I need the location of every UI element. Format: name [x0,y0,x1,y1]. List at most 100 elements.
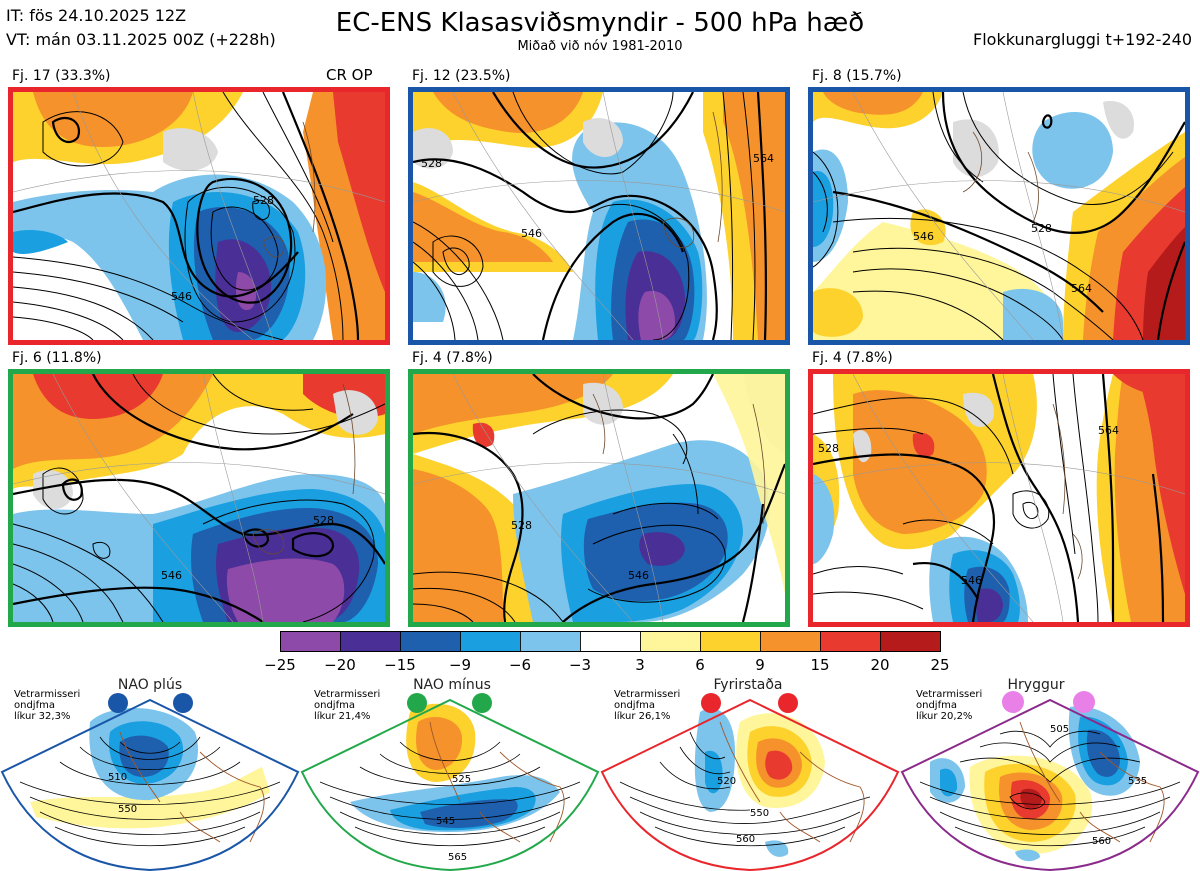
regime-2-title: NAO mínus [413,677,491,693]
colorbar-tick-7: 3 [635,656,645,674]
regime-1-contour-510: 510 [108,772,127,783]
colorbar-tick-11: 20 [870,656,890,674]
regime-1-marker-dot-2 [173,693,193,713]
colorbar-cell-11 [880,631,941,652]
regime-4-map: 505 535 560 [900,698,1200,871]
regime-4-marker-dot [1002,691,1024,713]
panel-4-label: Fj. 6 (11.8%) [12,350,102,366]
panel-6-contour-label-2: 546 [961,574,982,587]
panel-3-label: Fj. 8 (15.7%) [812,68,902,84]
colorbar-cell-2 [340,631,401,652]
regime-4-note-probability: líkur 20,2% [916,711,973,722]
panel-4-contour-label: 546 [161,569,182,582]
regime-3-title: Fyrirstaða [713,677,783,693]
colorbar-tick-3: −15 [384,656,416,674]
panel-4-contour-label-2: 528 [313,514,334,527]
colorbar-tick-4: −9 [448,656,472,674]
colorbar-tick-10: 15 [810,656,830,674]
regime-2-contour-525: 525 [452,774,471,785]
page-title: EC-ENS Klasasviðsmyndir - 500 hPa hæð [335,8,865,38]
regime-1-marker-dot [108,693,128,713]
regime-4-contour-560: 560 [1092,836,1111,847]
colorbar-tick-1: −25 [264,656,296,674]
colorbar-cell-6 [580,631,641,652]
regime-3-marker-dot-2 [778,693,798,713]
panel-1-contour-label: 546 [171,290,192,303]
cluster-map-4-svg: 546 528 [13,374,385,622]
panel-1-op: CR OP [326,66,373,84]
panel-5-contour-label: 528 [511,519,532,532]
colorbar-tick-12: 25 [930,656,950,674]
cluster-map-3-svg: 546 528 564 [813,92,1185,340]
colorbar-cell-4 [460,631,521,652]
panel-6-label: Fj. 4 (7.8%) [812,350,893,366]
colorbar-cell-7 [640,631,701,652]
regime-2-map: 525 545 565 [300,698,600,871]
regime-4-contour-505: 505 [1050,724,1069,735]
panel-2-contour-label-2: 546 [521,227,542,240]
cluster-map-1: 546 528 [8,87,390,345]
regime-2-marker-dot-2 [472,693,492,713]
colorbar-cell-10 [820,631,881,652]
regime-3-marker-dot [701,693,721,713]
panel-1-contour-label-2: 528 [253,194,274,207]
cluster-map-2-svg: 528 546 564 [413,92,785,340]
regime-1-note: Vetrarmisseri ondjfma líkur 32,3% [14,689,80,722]
regime-3-contour-520: 520 [717,776,736,787]
regime-4-note-months: ondjfma [916,700,957,711]
colorbar-cell-9 [760,631,821,652]
regime-2-note: Vetrarmisseri ondjfma líkur 21,4% [314,689,380,722]
regime-1-contour-550: 550 [118,804,137,815]
initial-time: IT: fös 24.10.2025 12Z [6,6,187,25]
anomaly-colorbar [280,631,941,652]
regime-1-note-season: Vetrarmisseri [14,689,81,700]
colorbar-cell-1 [280,631,341,652]
regime-1-title: NAO plús [117,677,183,693]
cluster-map-5: 528 546 [408,369,790,627]
cluster-map-4: 546 528 [8,369,390,627]
regime-2-note-months: ondjfma [314,700,355,711]
regime-2-contour-545: 545 [436,816,455,827]
regime-2-marker-dot [407,693,427,713]
regime-4-marker-dot-2 [1073,691,1095,713]
panel-5-contour-label-2: 546 [628,569,649,582]
panel-2-contour-label-3: 564 [753,152,774,165]
cluster-map-6: 528 546 564 [808,369,1190,627]
valid-time: VT: mán 03.11.2025 00Z (+228h) [6,30,276,49]
regime-3-contour-560: 560 [736,834,755,845]
regime-3-note: Vetrarmisseri ondjfma líkur 26,1% [614,689,680,722]
panel-2-contour-label: 528 [421,157,442,170]
cluster-map-1-svg: 546 528 [13,92,385,340]
panel-5-label: Fj. 4 (7.8%) [412,350,493,366]
colorbar-cell-3 [400,631,461,652]
classification-window: Flokkunargluggi t+192-240 [973,30,1192,49]
cluster-map-5-svg: 528 546 [413,374,785,622]
regime-3-note-months: ondjfma [614,700,655,711]
colorbar-tick-6: −3 [568,656,592,674]
regime-4-title: Hryggur [1007,677,1065,693]
colorbar-tick-9: 9 [755,656,765,674]
colorbar-tick-2: −20 [324,656,356,674]
colorbar-tick-8: 6 [695,656,705,674]
regime-2-contour-565: 565 [448,852,467,863]
regime-4-contour-535: 535 [1128,776,1147,787]
header-times: IT: fös 24.10.2025 12Z VT: mán 03.11.202… [6,4,276,52]
regime-4-note-season: Vetrarmisseri [916,689,983,700]
panel-3-contour-label-2: 528 [1031,222,1052,235]
cluster-map-6-svg: 528 546 564 [813,374,1185,622]
panel-6-contour-label: 528 [818,442,839,455]
panel-1-label: Fj. 17 (33.3%) [12,68,111,84]
regime-3-contour-550: 550 [750,808,769,819]
panel-3-contour-label-3: 564 [1071,282,1092,295]
regime-3-note-season: Vetrarmisseri [614,689,681,700]
cluster-map-3: 546 528 564 [808,87,1190,345]
colorbar-cell-8 [700,631,761,652]
regime-2-note-probability: líkur 21,4% [314,711,371,722]
colorbar-cell-5 [520,631,581,652]
panel-6-contour-label-3: 564 [1098,424,1119,437]
regime-3-note-probability: líkur 26,1% [614,711,671,722]
regime-1-note-months: ondjfma [14,700,55,711]
cluster-map-2: 528 546 564 [408,87,790,345]
regime-3-map: 520 550 560 [600,698,900,871]
regime-1-map: 510 550 [0,698,300,871]
